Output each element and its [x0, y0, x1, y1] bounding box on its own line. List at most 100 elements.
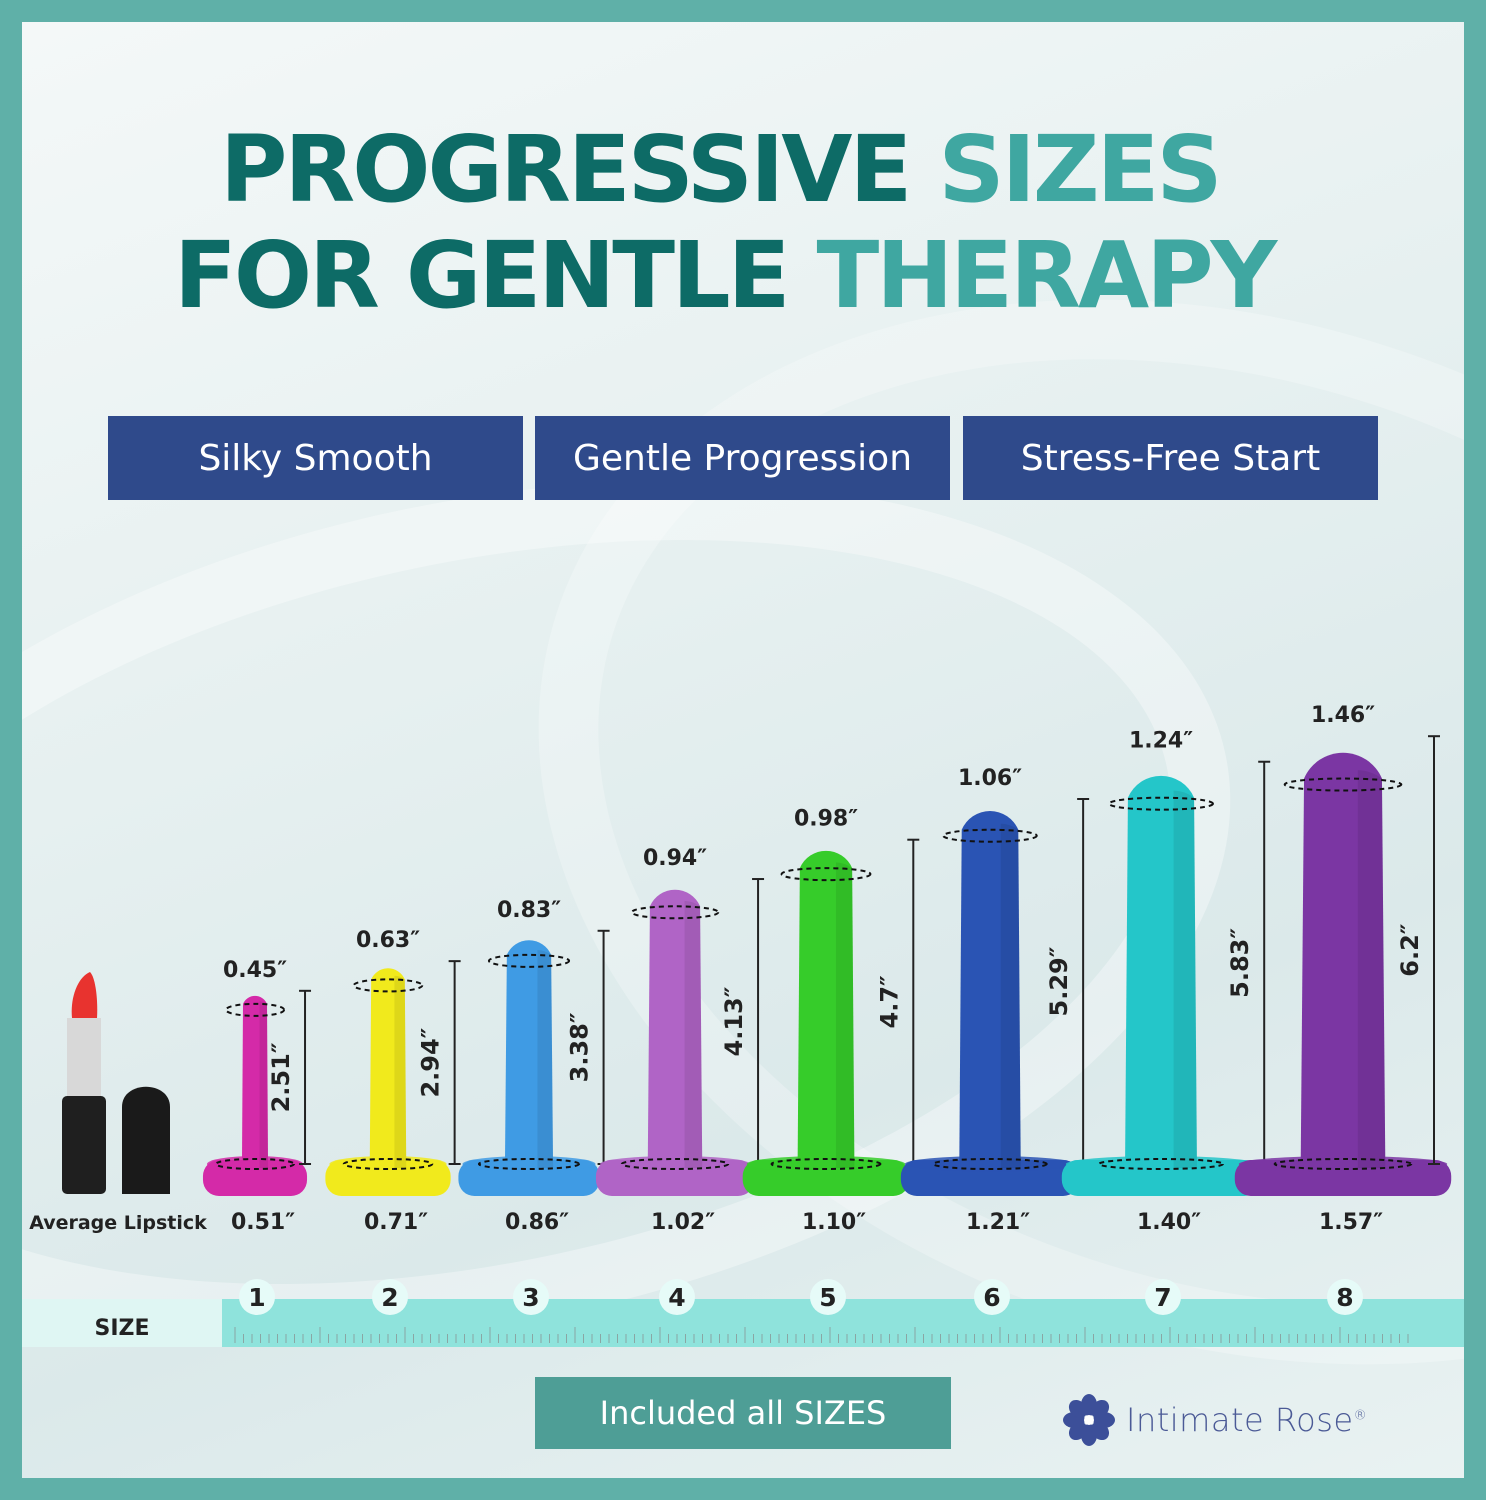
dilator-size-8: 1.46″ 1.57″ 6.2″ 8 [1234, 703, 1452, 1315]
tip-width-label: 1.06″ [958, 766, 1022, 791]
size-ruler [22, 1299, 1464, 1347]
base-width-label: 1.02″ [651, 1210, 715, 1235]
dilator-shaft [241, 995, 269, 1168]
dilator-size-2: 0.63″ 0.71″ 2.94″ 2 [325, 928, 461, 1315]
base-measure-ring [214, 1158, 296, 1170]
tip-width-label: 1.46″ [1311, 703, 1375, 728]
base-width-label: 1.21″ [966, 1210, 1030, 1235]
base-measure-ring [1098, 1158, 1224, 1170]
dilator-shade [394, 975, 407, 1168]
dilator-shaft [959, 811, 1021, 1168]
dilator-shade [684, 900, 703, 1168]
dilator-shaft [504, 940, 554, 1168]
dilator-shade [1357, 770, 1386, 1168]
base-width-label: 1.40″ [1137, 1210, 1201, 1235]
ruler-fade [22, 1299, 222, 1347]
size-number-bubble [372, 1279, 408, 1315]
included-all-sizes-badge: Included all SIZES [535, 1377, 951, 1449]
dilator-shaft [797, 850, 855, 1168]
dilator-size-1: 0.45″ 0.51″ 2.51″ 1 [202, 958, 312, 1315]
size-number-bubble [810, 1279, 846, 1315]
tip-width-label: 1.24″ [1129, 729, 1193, 754]
tip-measure-ring [352, 978, 424, 993]
dilator-size-5: 0.98″ 1.10″ 4.7″ 5 [742, 807, 920, 1315]
length-label: 5.29″ [1045, 946, 1073, 1016]
size-number-bubble [513, 1279, 549, 1315]
title-word: THERAPY [816, 222, 1278, 329]
dilator-shaft [369, 968, 407, 1168]
base-width-label: 0.71″ [364, 1210, 428, 1235]
title-word: PROGRESSIVE [220, 116, 912, 223]
flower-logo-icon [1063, 1394, 1115, 1446]
ruler-ticks [234, 1327, 1409, 1343]
length-label: 3.38″ [566, 1012, 594, 1082]
size-number-bubble [1327, 1279, 1363, 1315]
base-measure-ring [477, 1158, 581, 1170]
dilator-size-3: 0.83″ 0.86″ 3.38″ 3 [458, 898, 610, 1315]
size-number: 2 [381, 1283, 398, 1312]
dilator-size-6: 1.06″ 1.21″ 5.29″ 6 [900, 766, 1090, 1315]
dilator-shaft [1300, 752, 1386, 1168]
feature-badge: Gentle Progression [535, 416, 950, 500]
size-chart: SIZE Average Lipstick 0.45″ 0.51″ 2.51″ 1 0.63… [22, 703, 1464, 1347]
lipstick-bullet [71, 972, 98, 1018]
dilator-shade [835, 862, 855, 1168]
title-line-1: PROGRESSIVE SIZES [220, 116, 1223, 223]
title-line-2: FOR GENTLE THERAPY [174, 222, 1278, 329]
lipstick-sleeve [67, 1018, 101, 1096]
tip-width-label: 0.63″ [356, 928, 420, 953]
main-panel: PROGRESSIVE SIZES FOR GENTLE THERAPY Sil… [22, 22, 1464, 1478]
brand-name: Intimate Rose® [1126, 1401, 1367, 1439]
dilator-shade [1173, 790, 1197, 1168]
base-width-label: 0.51″ [231, 1210, 295, 1235]
size-number: 1 [248, 1283, 265, 1312]
tip-measure-ring [630, 905, 720, 920]
lipstick-image [62, 972, 170, 1194]
size-number-bubble [659, 1279, 695, 1315]
title-word: SIZES [938, 116, 1222, 223]
size-number-bubble [239, 1279, 275, 1315]
tip-measure-ring [1283, 777, 1403, 792]
base-measure-ring [1273, 1158, 1413, 1170]
registered-mark: ® [1353, 1408, 1368, 1424]
size-number: 5 [819, 1283, 836, 1312]
size-number: 7 [1154, 1283, 1171, 1312]
title-word: FOR GENTLE [174, 222, 791, 329]
tip-width-label: 0.45″ [223, 958, 287, 983]
dilator-shade [259, 1001, 269, 1168]
brand-name-text: Intimate Rose [1126, 1401, 1354, 1439]
length-label: 4.13″ [720, 986, 748, 1056]
size-number: 6 [983, 1283, 1000, 1312]
tip-measure-ring [224, 1002, 286, 1017]
tip-measure-ring [1108, 796, 1214, 811]
length-label: 2.94″ [417, 1027, 445, 1097]
length-label: 2.51″ [267, 1042, 295, 1112]
base-measure-ring [770, 1158, 882, 1170]
length-label: 6.2″ [1396, 923, 1424, 977]
dilator-shaft [647, 889, 703, 1168]
tip-measure-ring [487, 953, 571, 968]
base-measure-ring [932, 1158, 1048, 1170]
feature-badge: Stress-Free Start [963, 416, 1378, 500]
tip-measure-ring [780, 867, 872, 882]
lipstick-cap [122, 1086, 170, 1194]
tip-width-label: 0.98″ [794, 807, 858, 832]
feature-badge: Silky Smooth [108, 416, 523, 500]
length-label: 5.83″ [1226, 928, 1254, 998]
tip-width-label: 0.83″ [497, 898, 561, 923]
size-number-bubble [1145, 1279, 1181, 1315]
dilator-shaft [1125, 775, 1197, 1168]
length-label: 4.7″ [875, 975, 903, 1029]
base-measure-ring [342, 1158, 434, 1170]
lipstick-label: Average Lipstick [29, 1212, 207, 1234]
base-measure-ring [620, 1158, 730, 1170]
lipstick-tube [62, 1096, 106, 1194]
dilator-shade [1000, 823, 1021, 1168]
tip-measure-ring [942, 828, 1038, 843]
size-number-bubble [974, 1279, 1010, 1315]
tip-width-label: 0.94″ [643, 846, 707, 871]
base-width-label: 1.10″ [802, 1210, 866, 1235]
size-number: 8 [1336, 1283, 1353, 1312]
base-width-label: 1.57″ [1319, 1210, 1383, 1235]
